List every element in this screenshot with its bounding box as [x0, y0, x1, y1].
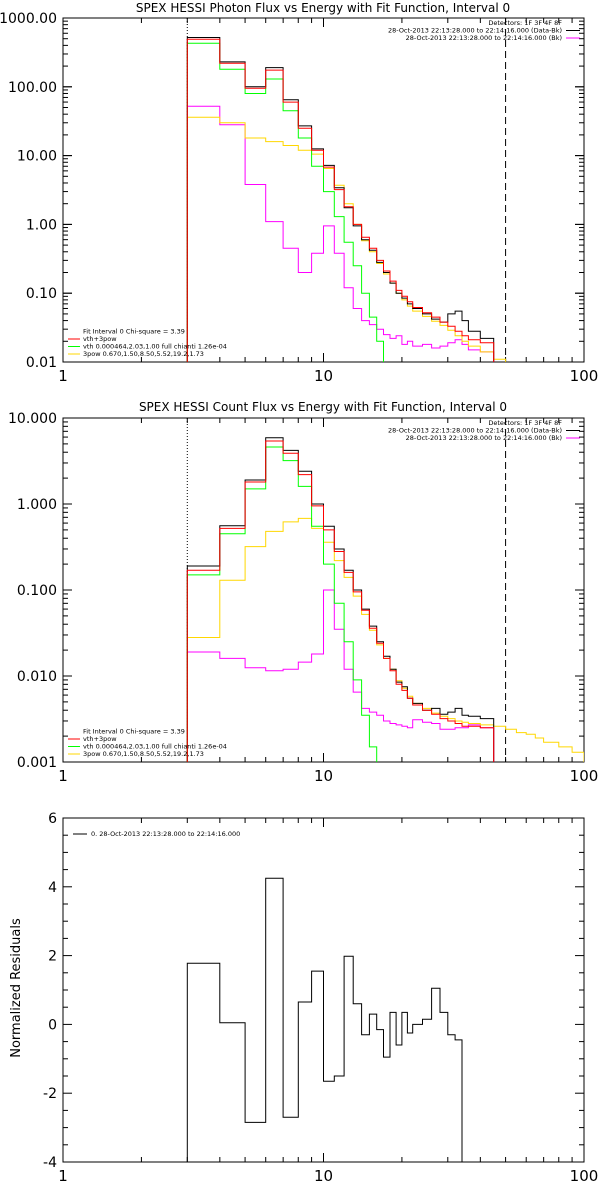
legend-text: vth 0.000464,2.03,1.00 full chianti 1.26…	[83, 743, 227, 751]
y-tick-label: 1000.00	[0, 11, 57, 27]
plot-area: 1 10 100 0.001 0.010 0.100 1.000 10.000 Detector…	[8, 411, 599, 785]
y-tick-label: 1.000	[17, 497, 57, 513]
legend-text: 3pow 0.670,1.50,8.50,5.52,19.2,1.73	[83, 350, 204, 358]
y-axis-label: Normalized Residuals	[9, 918, 24, 1058]
x-tick-label: 100	[570, 1167, 599, 1185]
legend-text: 0. 28-Oct-2013 22:13:28.000 to 22:14:16.…	[91, 830, 240, 838]
series-group	[186, 877, 463, 1162]
series-line-bk	[186, 589, 495, 762]
series-line-vth	[186, 446, 378, 762]
y-tick-label: 10.000	[8, 411, 57, 427]
count-flux-panel: SPEX HESSI Count Flux vs Energy with Fit…	[8, 400, 599, 785]
series-line-bk	[186, 105, 495, 362]
x-tick-label: 100	[570, 367, 599, 385]
legend-text: 28-Oct-2013 22:13:28.000 to 22:14:16.000…	[406, 434, 562, 442]
residuals-panel: Normalized Residuals 1 10 100 -4 -2 0 2 4 6 0. 28…	[9, 811, 599, 1185]
plot-area: 1 10 100 -4 -2 0 2 4 6 0. 28-Oct-2013 22:13:28.00…	[43, 811, 599, 1185]
legend-text: 28-Oct-2013 22:13:28.000 to 22:14:16.000…	[406, 34, 562, 42]
x-tick-label: 1	[58, 767, 68, 785]
series-line-vth-3pow	[186, 38, 495, 362]
x-tick-label: 1	[58, 1167, 68, 1185]
y-tick-label: 0.100	[17, 583, 57, 599]
y-tick-label: 0.010	[17, 669, 57, 685]
legend-text: vth+3pow	[83, 735, 117, 743]
y-tick-label: 10.00	[17, 149, 57, 165]
series-line-0-28-oct-2013-22-13-28-000-to-22-14-16-000	[186, 877, 463, 1162]
legend-text: vth 0.000464,2.03,1.00 full chianti 1.26…	[83, 343, 227, 351]
legend-text: 28-Oct-2013 22:13:28.000 to 22:14:16.000…	[388, 27, 562, 35]
legend-text: 28-Oct-2013 22:13:28.000 to 22:14:16.000…	[388, 427, 562, 435]
x-tick-label: 100	[570, 767, 599, 785]
y-tick-label: 6	[48, 811, 57, 827]
y-tick-label: 2	[48, 949, 57, 965]
series-group	[186, 418, 584, 762]
legend-text: 3pow 0.670,1.50,8.50,5.52,19.2,1.73	[83, 750, 204, 758]
series-group	[186, 18, 507, 362]
chart-title: SPEX HESSI Count Flux vs Energy with Fit…	[139, 400, 507, 414]
y-tick-label: 0.001	[17, 755, 57, 771]
y-tick-label: 0.10	[26, 286, 57, 302]
legend-text: Detectors: 1F 3F 4F 8F	[488, 419, 562, 427]
y-tick-label: 0.01	[26, 355, 57, 371]
x-tick-label: 1	[58, 367, 68, 385]
series-line-vth	[186, 42, 384, 362]
y-tick-label: 4	[48, 880, 57, 896]
x-tick-label: 10	[314, 367, 333, 385]
y-tick-label: -4	[43, 1155, 57, 1171]
legend-text: vth+3pow	[83, 335, 117, 343]
y-tick-label: 100.00	[8, 80, 57, 96]
chart-title: SPEX HESSI Photon Flux vs Energy with Fi…	[136, 1, 510, 15]
x-tick-label: 10	[314, 767, 333, 785]
photon-flux-panel: SPEX HESSI Photon Flux vs Energy with Fi…	[0, 1, 599, 385]
legend-text: Fit Interval 0 Chi-square = 3.39	[83, 728, 185, 736]
plot-area: 1 10 100 0.01 0.10 1.00 10.00 100.00 1000.00 Dete…	[0, 11, 599, 385]
legend-text: Detectors: 1F 3F 4F 8F	[488, 19, 562, 27]
y-tick-label: 0	[48, 1017, 57, 1033]
y-tick-label: 1.00	[26, 217, 57, 233]
y-tick-label: -2	[43, 1086, 57, 1102]
legend-text: Fit Interval 0 Chi-square = 3.39	[83, 328, 185, 336]
series-line-vth-3pow	[186, 440, 495, 762]
x-tick-label: 10	[314, 1167, 333, 1185]
